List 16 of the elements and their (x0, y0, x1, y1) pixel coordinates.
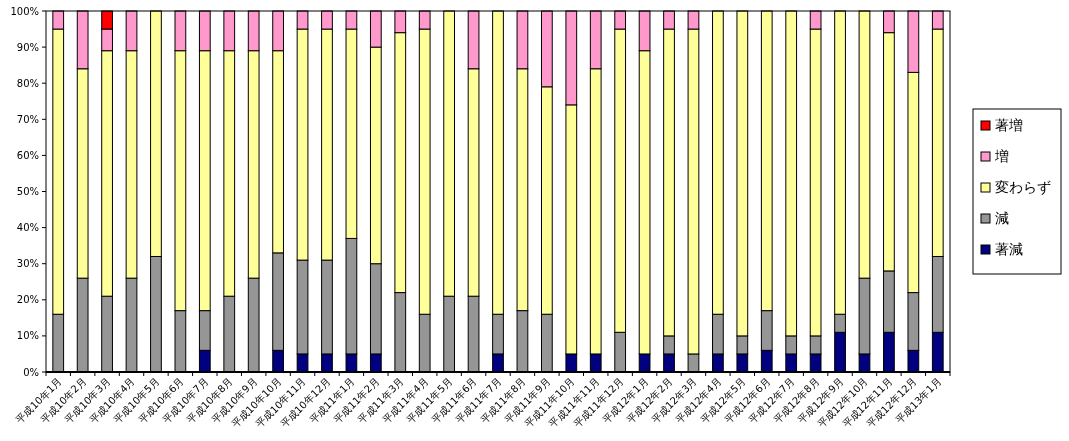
y-tick-label: 30% (16, 258, 39, 270)
y-tick-label: 100% (10, 5, 39, 17)
y-tick-label: 0% (23, 366, 39, 378)
y-tick-label: 50% (16, 186, 39, 197)
legend-label: 減 (995, 210, 1009, 226)
y-tick-label: 20% (16, 294, 39, 306)
y-tick-label: 70% (16, 113, 39, 125)
y-tick-label: 80% (16, 77, 39, 89)
y-tick-label: 60% (16, 149, 39, 161)
legend-label: 著増 (995, 117, 1023, 133)
legend-label: 増 (994, 148, 1009, 164)
legend-label: 著減 (995, 241, 1023, 257)
y-tick-label: 10% (16, 330, 39, 342)
legend-label: 変わらず (995, 179, 1051, 195)
y-tick-label: 40% (16, 222, 39, 234)
y-tick-label: 90% (16, 41, 39, 53)
